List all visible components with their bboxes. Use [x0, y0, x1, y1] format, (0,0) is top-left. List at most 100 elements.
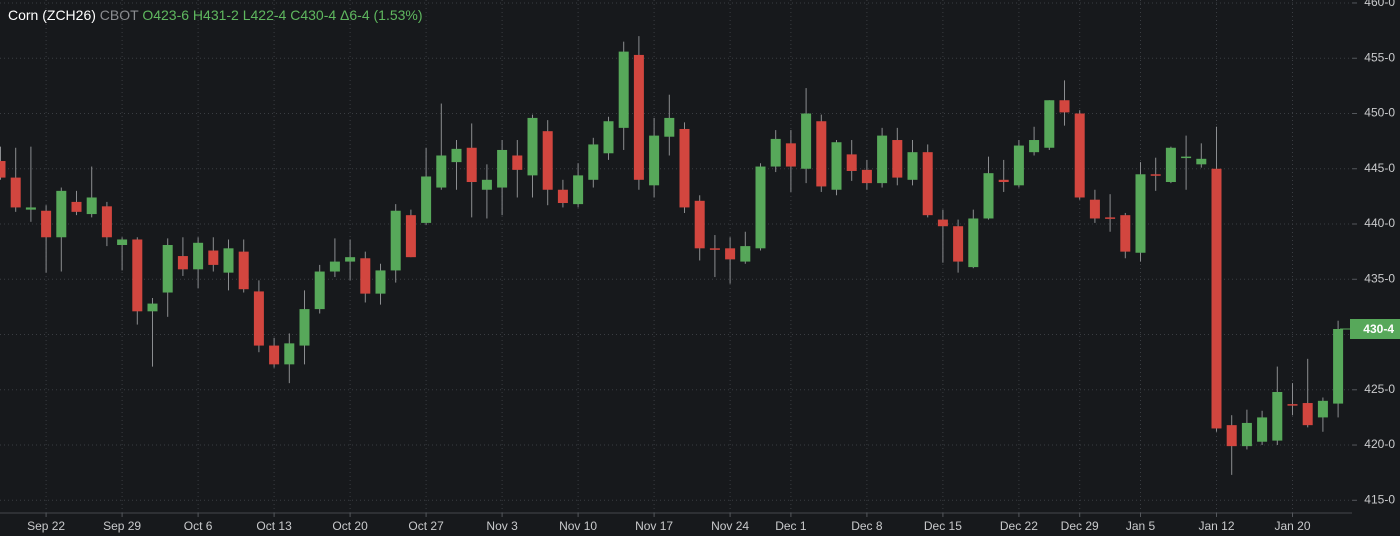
- candle-body: [709, 248, 720, 250]
- candle-body: [1135, 174, 1146, 253]
- quote-open: O423-6: [142, 7, 189, 23]
- x-tick-label: Oct 20: [332, 519, 368, 533]
- candle-body: [968, 218, 979, 268]
- candle-body: [405, 215, 416, 258]
- candle-body: [1272, 391, 1283, 441]
- quote-low: L422-4: [243, 7, 287, 23]
- candle-body: [497, 149, 508, 188]
- candle-body: [1029, 140, 1040, 153]
- candle-body: [253, 291, 264, 346]
- candle-body: [284, 343, 295, 365]
- y-tick-label: 455-0: [1364, 50, 1395, 64]
- x-tick-label: Sep 22: [27, 519, 65, 533]
- candle-body: [1044, 100, 1055, 148]
- candle-body: [269, 345, 280, 365]
- candle-body: [193, 242, 204, 270]
- candle-body: [1211, 168, 1222, 429]
- candle-body: [527, 117, 538, 176]
- candle-body: [831, 142, 842, 190]
- x-tick-label: Dec 8: [851, 519, 883, 533]
- x-tick-label: Dec 1: [775, 519, 807, 533]
- candle-body: [451, 148, 462, 163]
- candle-body: [664, 117, 675, 137]
- x-tick-label: Dec 22: [1000, 519, 1038, 533]
- plot-area: [0, 0, 1352, 513]
- last-price-label: 430-4: [1363, 322, 1394, 336]
- candle-body: [801, 113, 812, 169]
- x-tick-label: Nov 10: [559, 519, 597, 533]
- candle-body: [892, 140, 903, 178]
- exchange: CBOT: [100, 7, 139, 23]
- candle-body: [649, 135, 660, 186]
- x-tick-label: Nov 3: [486, 519, 518, 533]
- candle-body: [770, 138, 781, 167]
- candle-body: [542, 131, 553, 190]
- candle-body: [1074, 113, 1085, 198]
- symbol: Corn (ZCH26): [8, 7, 96, 23]
- candle-body: [755, 166, 766, 249]
- candle-body: [10, 177, 21, 208]
- candle-body: [1317, 400, 1328, 418]
- x-tick-label: Jan 5: [1126, 519, 1156, 533]
- candle-body: [1181, 156, 1192, 159]
- candle-body: [208, 250, 219, 265]
- candle-body: [1333, 328, 1344, 404]
- last-price-tag: [1350, 318, 1400, 339]
- candle-body: [177, 256, 188, 270]
- candle-body: [1089, 199, 1100, 219]
- y-tick-label: 450-0: [1364, 106, 1395, 120]
- candle-body: [436, 155, 447, 188]
- candle-body: [557, 189, 568, 204]
- y-tick-label: 415-0: [1364, 492, 1395, 506]
- candle-body: [861, 169, 872, 184]
- candle-body: [481, 179, 492, 190]
- candle-body: [740, 246, 751, 262]
- candle-body: [345, 257, 356, 262]
- x-tick-label: Jan 20: [1274, 519, 1310, 533]
- candle-body: [1165, 147, 1176, 183]
- candle-body: [132, 239, 143, 312]
- candle-body: [694, 200, 705, 249]
- x-tick-label: Jan 12: [1198, 519, 1234, 533]
- candle-body: [1226, 425, 1237, 447]
- y-tick-label: 420-0: [1364, 437, 1395, 451]
- candle-body: [1287, 404, 1298, 406]
- candle-body: [512, 155, 523, 170]
- y-tick-label: 445-0: [1364, 161, 1395, 175]
- y-tick-label: 440-0: [1364, 216, 1395, 230]
- x-tick-label: Oct 13: [256, 519, 292, 533]
- candle-body: [56, 190, 67, 238]
- candle-body: [71, 201, 82, 212]
- candle-body: [1150, 174, 1161, 176]
- candle-body: [41, 210, 52, 238]
- candle-body: [573, 175, 584, 205]
- y-tick-label: 425-0: [1364, 382, 1395, 396]
- candle-body: [907, 152, 918, 180]
- quote-high: H431-2: [193, 7, 239, 23]
- candle-body: [846, 154, 857, 171]
- candle-body: [1013, 145, 1024, 186]
- candle-body: [1302, 403, 1313, 426]
- y-tick-label: 460-0: [1364, 0, 1395, 9]
- candle-body: [1105, 217, 1116, 219]
- candle-body: [375, 270, 386, 294]
- candle-body: [922, 152, 933, 216]
- candle-body: [1257, 417, 1268, 442]
- x-tick-label: Nov 17: [635, 519, 673, 533]
- candle-body: [86, 197, 97, 215]
- candle-body: [0, 161, 6, 178]
- candle-body: [725, 248, 736, 260]
- x-tick-label: Oct 27: [408, 519, 444, 533]
- candle-body: [1196, 158, 1207, 165]
- x-tick-label: Sep 29: [103, 519, 141, 533]
- candle-body: [101, 206, 112, 238]
- candle-body: [998, 179, 1009, 183]
- candle-body: [785, 143, 796, 167]
- candle-body: [983, 173, 994, 219]
- candle-body: [147, 303, 158, 312]
- quote-change: Δ6-4 (1.53%): [340, 7, 423, 23]
- candle-body: [633, 54, 644, 180]
